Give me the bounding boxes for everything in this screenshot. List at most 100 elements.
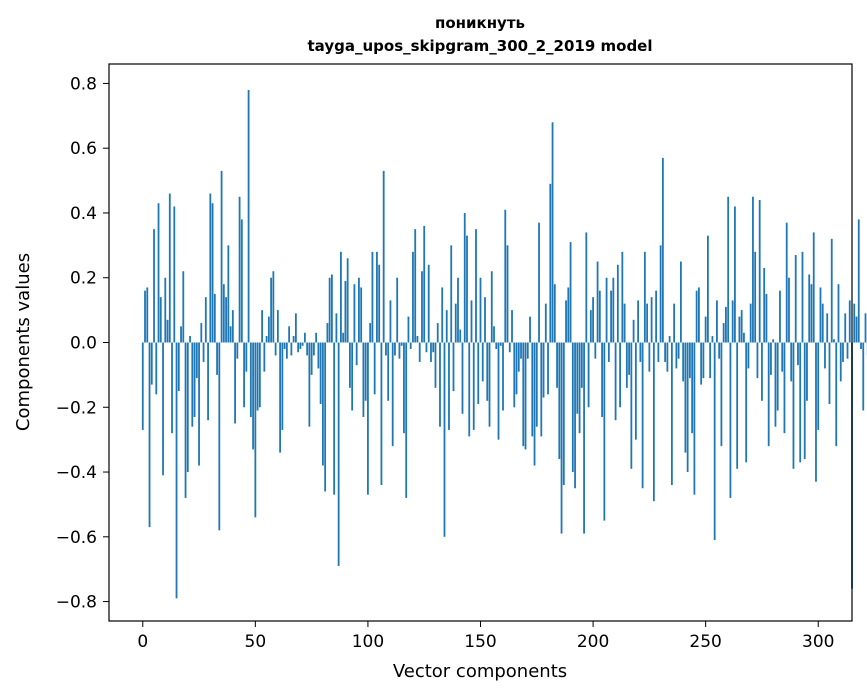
bar-307 — [833, 339, 835, 343]
bar-46 — [245, 342, 248, 372]
bar-114 — [398, 342, 401, 359]
bar-245 — [693, 342, 696, 495]
y-tick-label-5: 0.2 — [70, 269, 97, 289]
bar-265 — [738, 316, 741, 343]
bar-162 — [506, 245, 509, 343]
bar-82 — [326, 323, 329, 343]
bar-240 — [682, 342, 685, 382]
bar-197 — [585, 232, 588, 343]
bar-98 — [362, 342, 365, 417]
bar-20 — [186, 342, 189, 473]
bar-164 — [511, 310, 513, 343]
bar-269 — [747, 342, 750, 369]
x-axis-label: Vector components — [393, 661, 567, 682]
bar-85 — [333, 342, 336, 495]
bar-210 — [614, 342, 617, 421]
bar-55 — [265, 336, 268, 343]
bar-281 — [774, 342, 777, 427]
bar-24 — [195, 342, 198, 379]
bar-195 — [580, 342, 583, 388]
bar-293 — [801, 251, 804, 343]
bar-207 — [607, 342, 610, 362]
bar-196 — [583, 342, 585, 534]
bar-99 — [364, 342, 367, 401]
bar-88 — [340, 251, 342, 343]
bar-68 — [294, 313, 297, 343]
bar-43 — [238, 196, 241, 343]
bar-86 — [335, 313, 338, 343]
bar-96 — [358, 277, 360, 343]
bar-244 — [691, 342, 694, 434]
bar-117 — [405, 342, 408, 498]
bar-138 — [452, 342, 455, 392]
bar-42 — [236, 342, 239, 359]
bar-296 — [808, 274, 811, 343]
bar-278 — [767, 342, 770, 447]
bar-58 — [272, 271, 275, 343]
bar-292 — [799, 342, 802, 463]
bar-284 — [781, 342, 784, 372]
x-tick-label-50: 50 — [245, 632, 267, 652]
bar-153 — [486, 342, 489, 401]
bar-106 — [380, 342, 383, 485]
bar-84 — [331, 274, 333, 343]
bar-130 — [434, 342, 437, 388]
bar-44 — [240, 219, 243, 343]
bar-182 — [551, 122, 554, 343]
bar-118 — [407, 316, 410, 343]
bar-246 — [695, 290, 698, 343]
bar-264 — [736, 342, 739, 469]
bar-187 — [562, 342, 565, 485]
bar-229 — [657, 342, 660, 362]
y-tick-label-1: −0.6 — [56, 528, 97, 548]
bar-177 — [540, 342, 543, 437]
bar-175 — [535, 342, 538, 427]
bar-200 — [592, 297, 594, 343]
bar-290 — [794, 255, 797, 343]
bar-282 — [776, 342, 779, 411]
bar-26 — [200, 323, 203, 343]
bar-188 — [565, 300, 567, 343]
bar-320 — [862, 342, 865, 411]
bar-286 — [785, 222, 788, 343]
bar-249 — [702, 342, 705, 379]
bar-271 — [752, 196, 754, 343]
bar-250 — [704, 316, 707, 343]
bar-294 — [803, 342, 806, 460]
bar-234 — [668, 336, 671, 343]
bar-318 — [857, 219, 860, 343]
bar-252 — [709, 342, 712, 379]
bar-171 — [526, 342, 529, 359]
bar-4 — [150, 342, 153, 385]
bar-220 — [637, 300, 640, 343]
bar-160 — [502, 342, 504, 411]
bar-214 — [623, 303, 626, 343]
bar-57 — [270, 277, 273, 343]
bar-126 — [425, 342, 428, 353]
bar-142 — [461, 342, 464, 414]
bar-112 — [394, 342, 396, 356]
bar-194 — [578, 342, 581, 434]
bar-109 — [387, 342, 390, 401]
bar-125 — [423, 225, 426, 343]
bar-91 — [346, 258, 349, 343]
bar-231 — [661, 157, 664, 343]
bar-36 — [222, 284, 225, 343]
bar-137 — [450, 245, 453, 343]
bar-49 — [252, 342, 254, 450]
bar-276 — [763, 268, 766, 343]
bar-150 — [479, 277, 482, 343]
bar-311 — [842, 342, 844, 362]
bar-168 — [520, 342, 522, 359]
bar-2 — [146, 287, 149, 343]
bar-236 — [673, 303, 676, 343]
bar-59 — [274, 342, 277, 356]
bar-238 — [677, 342, 680, 359]
bar-277 — [765, 293, 768, 343]
bar-80 — [321, 342, 324, 466]
bar-71 — [301, 342, 304, 346]
bar-25 — [198, 342, 200, 466]
bar-161 — [504, 209, 507, 343]
bar-156 — [493, 326, 495, 343]
bar-95 — [355, 342, 358, 366]
